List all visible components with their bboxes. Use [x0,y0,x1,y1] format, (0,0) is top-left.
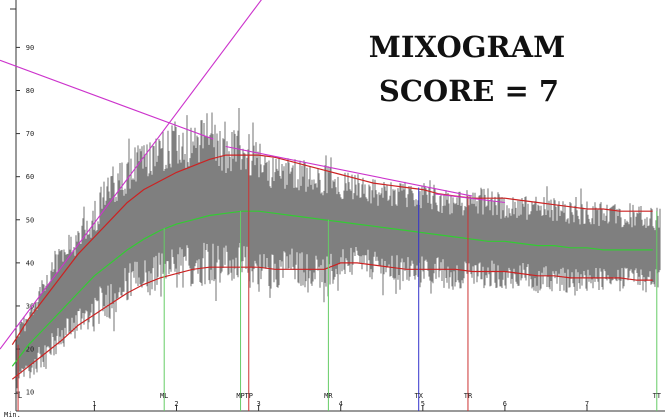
y-tick-label-20: 20 [26,346,34,354]
x-axis-label: Min. [4,411,21,418]
annotation-line-1: MIXOGRAM [369,30,565,64]
markers-layer: TL ML MP TP MR TX TR TT [14,155,662,411]
x-tick-label-7: 7 [585,400,589,408]
marker-tp-label: TP [245,392,253,400]
tangents-layer [0,0,505,350]
midline-curve [11,210,653,367]
x-tick-label-1: 1 [92,400,96,408]
marker-mr-label: MR [324,392,333,400]
y-tick-label-70: 70 [26,130,34,138]
tangent-line-4 [435,193,505,204]
y-tick-label-50: 50 [26,216,34,224]
marker-ml-label: ML [160,392,168,400]
y-tick-label-40: 40 [26,259,34,267]
marker-tt-label: TT [653,392,662,400]
marker-tl-label: TL [14,392,22,400]
x-tick-label-2: 2 [174,400,178,408]
y-tick-label-90: 90 [26,44,34,52]
y-tick-label-80: 80 [26,87,34,95]
marker-tx-label: TX [414,392,423,400]
marker-mp-label: MP [236,392,244,400]
tangent-line-1 [0,0,262,350]
tangent-line-3 [225,145,473,197]
x-tick-label-6: 6 [503,400,507,408]
y-tick-label-60: 60 [26,173,34,181]
tangent-line-2 [0,59,214,140]
curves-layer [11,154,653,380]
marker-tr-label: TR [464,392,473,400]
score-annotation: MIXOGRAM SCORE = 7 [369,30,565,108]
top-curve [11,154,653,346]
x-tick-label-4: 4 [339,400,343,408]
x-tick-label-5: 5 [421,400,425,408]
y-tick-label-30: 30 [26,302,34,310]
y-tick-label-10: 10 [26,389,34,397]
annotation-line-2: SCORE = 7 [379,74,559,108]
x-tick-label-3: 3 [257,400,261,408]
axes-layer: 10 20 30 40 50 60 70 80 90 1 2 3 4 5 6 7 Min. [4,0,665,418]
bottom-curve [11,262,653,380]
